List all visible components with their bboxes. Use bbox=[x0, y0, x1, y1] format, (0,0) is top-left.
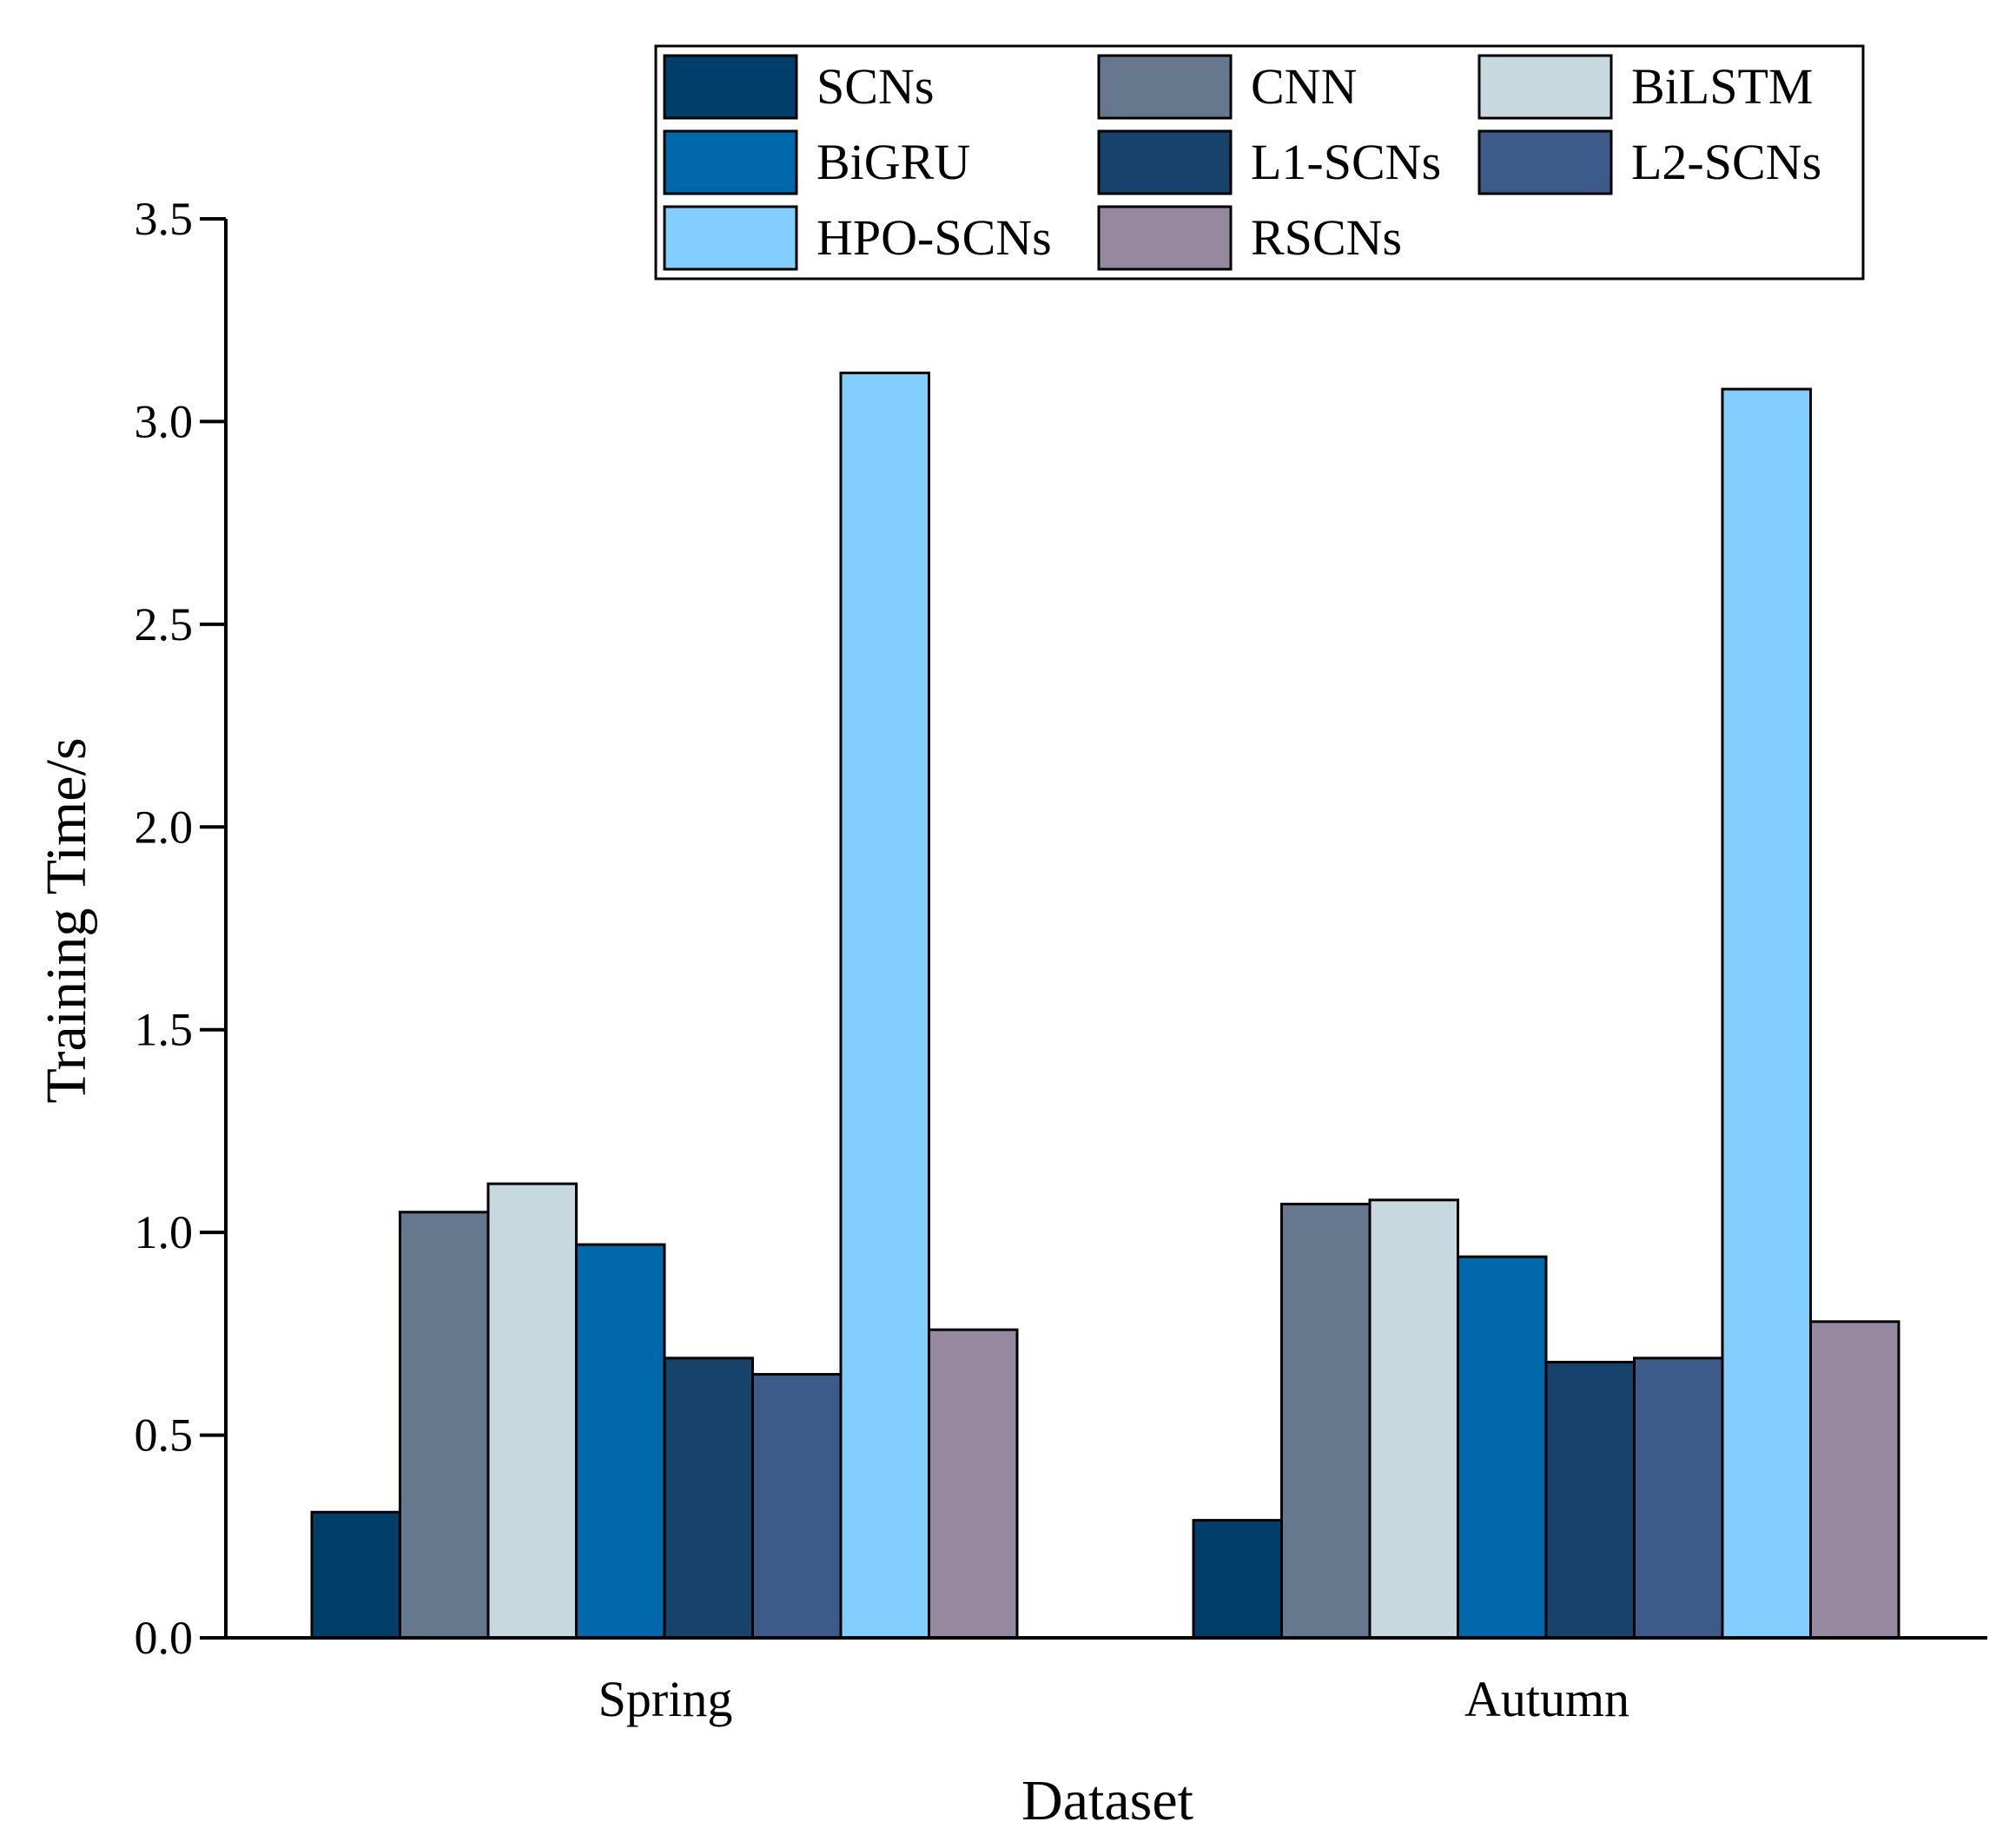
y-axis-title: Training Time/s bbox=[35, 737, 98, 1103]
x-tick-label-autumn: Autumn bbox=[1464, 1671, 1629, 1727]
legend-swatch-hpo-scns bbox=[663, 205, 798, 271]
bar-l1-scns-autumn bbox=[1544, 1361, 1636, 1640]
y-tick-label: 3.0 bbox=[135, 395, 194, 447]
legend-label-cnn: CNN bbox=[1251, 58, 1357, 115]
axes-layer: 0.0 0.5 1.0 1.5 2.0 2.5 3.0 3.5 Spring Autumn bbox=[135, 193, 1987, 1727]
bar-cnn-autumn bbox=[1280, 1202, 1372, 1640]
bar-l1-scns-spring bbox=[663, 1356, 754, 1640]
legend-label-bilstm: BiLSTM bbox=[1631, 58, 1814, 115]
legend-label-l1-scns: L1-SCNs bbox=[1251, 134, 1441, 190]
legend-swatch-bilstm bbox=[1477, 54, 1613, 120]
legend-swatch-l1-scns bbox=[1097, 129, 1233, 195]
x-axis-title: Dataset bbox=[1021, 1769, 1193, 1832]
legend-label-hpo-scns: HPO-SCNs bbox=[816, 209, 1052, 266]
y-tick-label: 1.0 bbox=[135, 1206, 194, 1258]
legend: SCNs CNN BiLSTM BiGRU L1-SCNs L2-SCNs HPO-SCNs… bbox=[654, 44, 1865, 280]
legend-swatch-l2-scns bbox=[1477, 129, 1613, 195]
y-tick-label: 2.0 bbox=[135, 801, 194, 853]
legend-label-bigru: BiGRU bbox=[816, 134, 970, 190]
legend-swatch-scns bbox=[663, 54, 798, 120]
bar-scns-autumn bbox=[1192, 1519, 1283, 1640]
legend-box bbox=[654, 44, 1865, 280]
bar-bilstm-autumn bbox=[1368, 1198, 1459, 1640]
bars-layer bbox=[310, 371, 1900, 1640]
legend-label-scns: SCNs bbox=[816, 58, 934, 115]
y-tick-label: 1.5 bbox=[135, 1004, 194, 1056]
bar-cnn-spring bbox=[399, 1211, 490, 1640]
y-tick-label: 0.0 bbox=[135, 1612, 194, 1664]
bar-rscns-spring bbox=[928, 1328, 1019, 1640]
legend-label-rscns: RSCNs bbox=[1251, 209, 1402, 266]
bar-scns-spring bbox=[310, 1510, 401, 1640]
bar-bigru-spring bbox=[575, 1243, 666, 1640]
bar-rscns-autumn bbox=[1809, 1320, 1900, 1640]
bar-hpo-scns-autumn bbox=[1721, 387, 1812, 1640]
legend-swatch-bigru bbox=[663, 129, 798, 195]
bar-l2-scns-autumn bbox=[1633, 1356, 1724, 1640]
x-tick-label-spring: Spring bbox=[598, 1671, 733, 1727]
y-tick-label: 0.5 bbox=[135, 1409, 194, 1462]
bar-bilstm-spring bbox=[486, 1182, 578, 1640]
legend-swatch-cnn bbox=[1097, 54, 1233, 120]
y-tick-label: 2.5 bbox=[135, 598, 194, 650]
legend-swatch-rscns bbox=[1097, 205, 1233, 271]
bar-l2-scns-spring bbox=[751, 1373, 843, 1640]
bar-bigru-autumn bbox=[1457, 1255, 1548, 1640]
bar-hpo-scns-spring bbox=[839, 371, 930, 1640]
legend-label-l2-scns: L2-SCNs bbox=[1631, 134, 1821, 190]
y-tick-label: 3.5 bbox=[135, 193, 194, 245]
